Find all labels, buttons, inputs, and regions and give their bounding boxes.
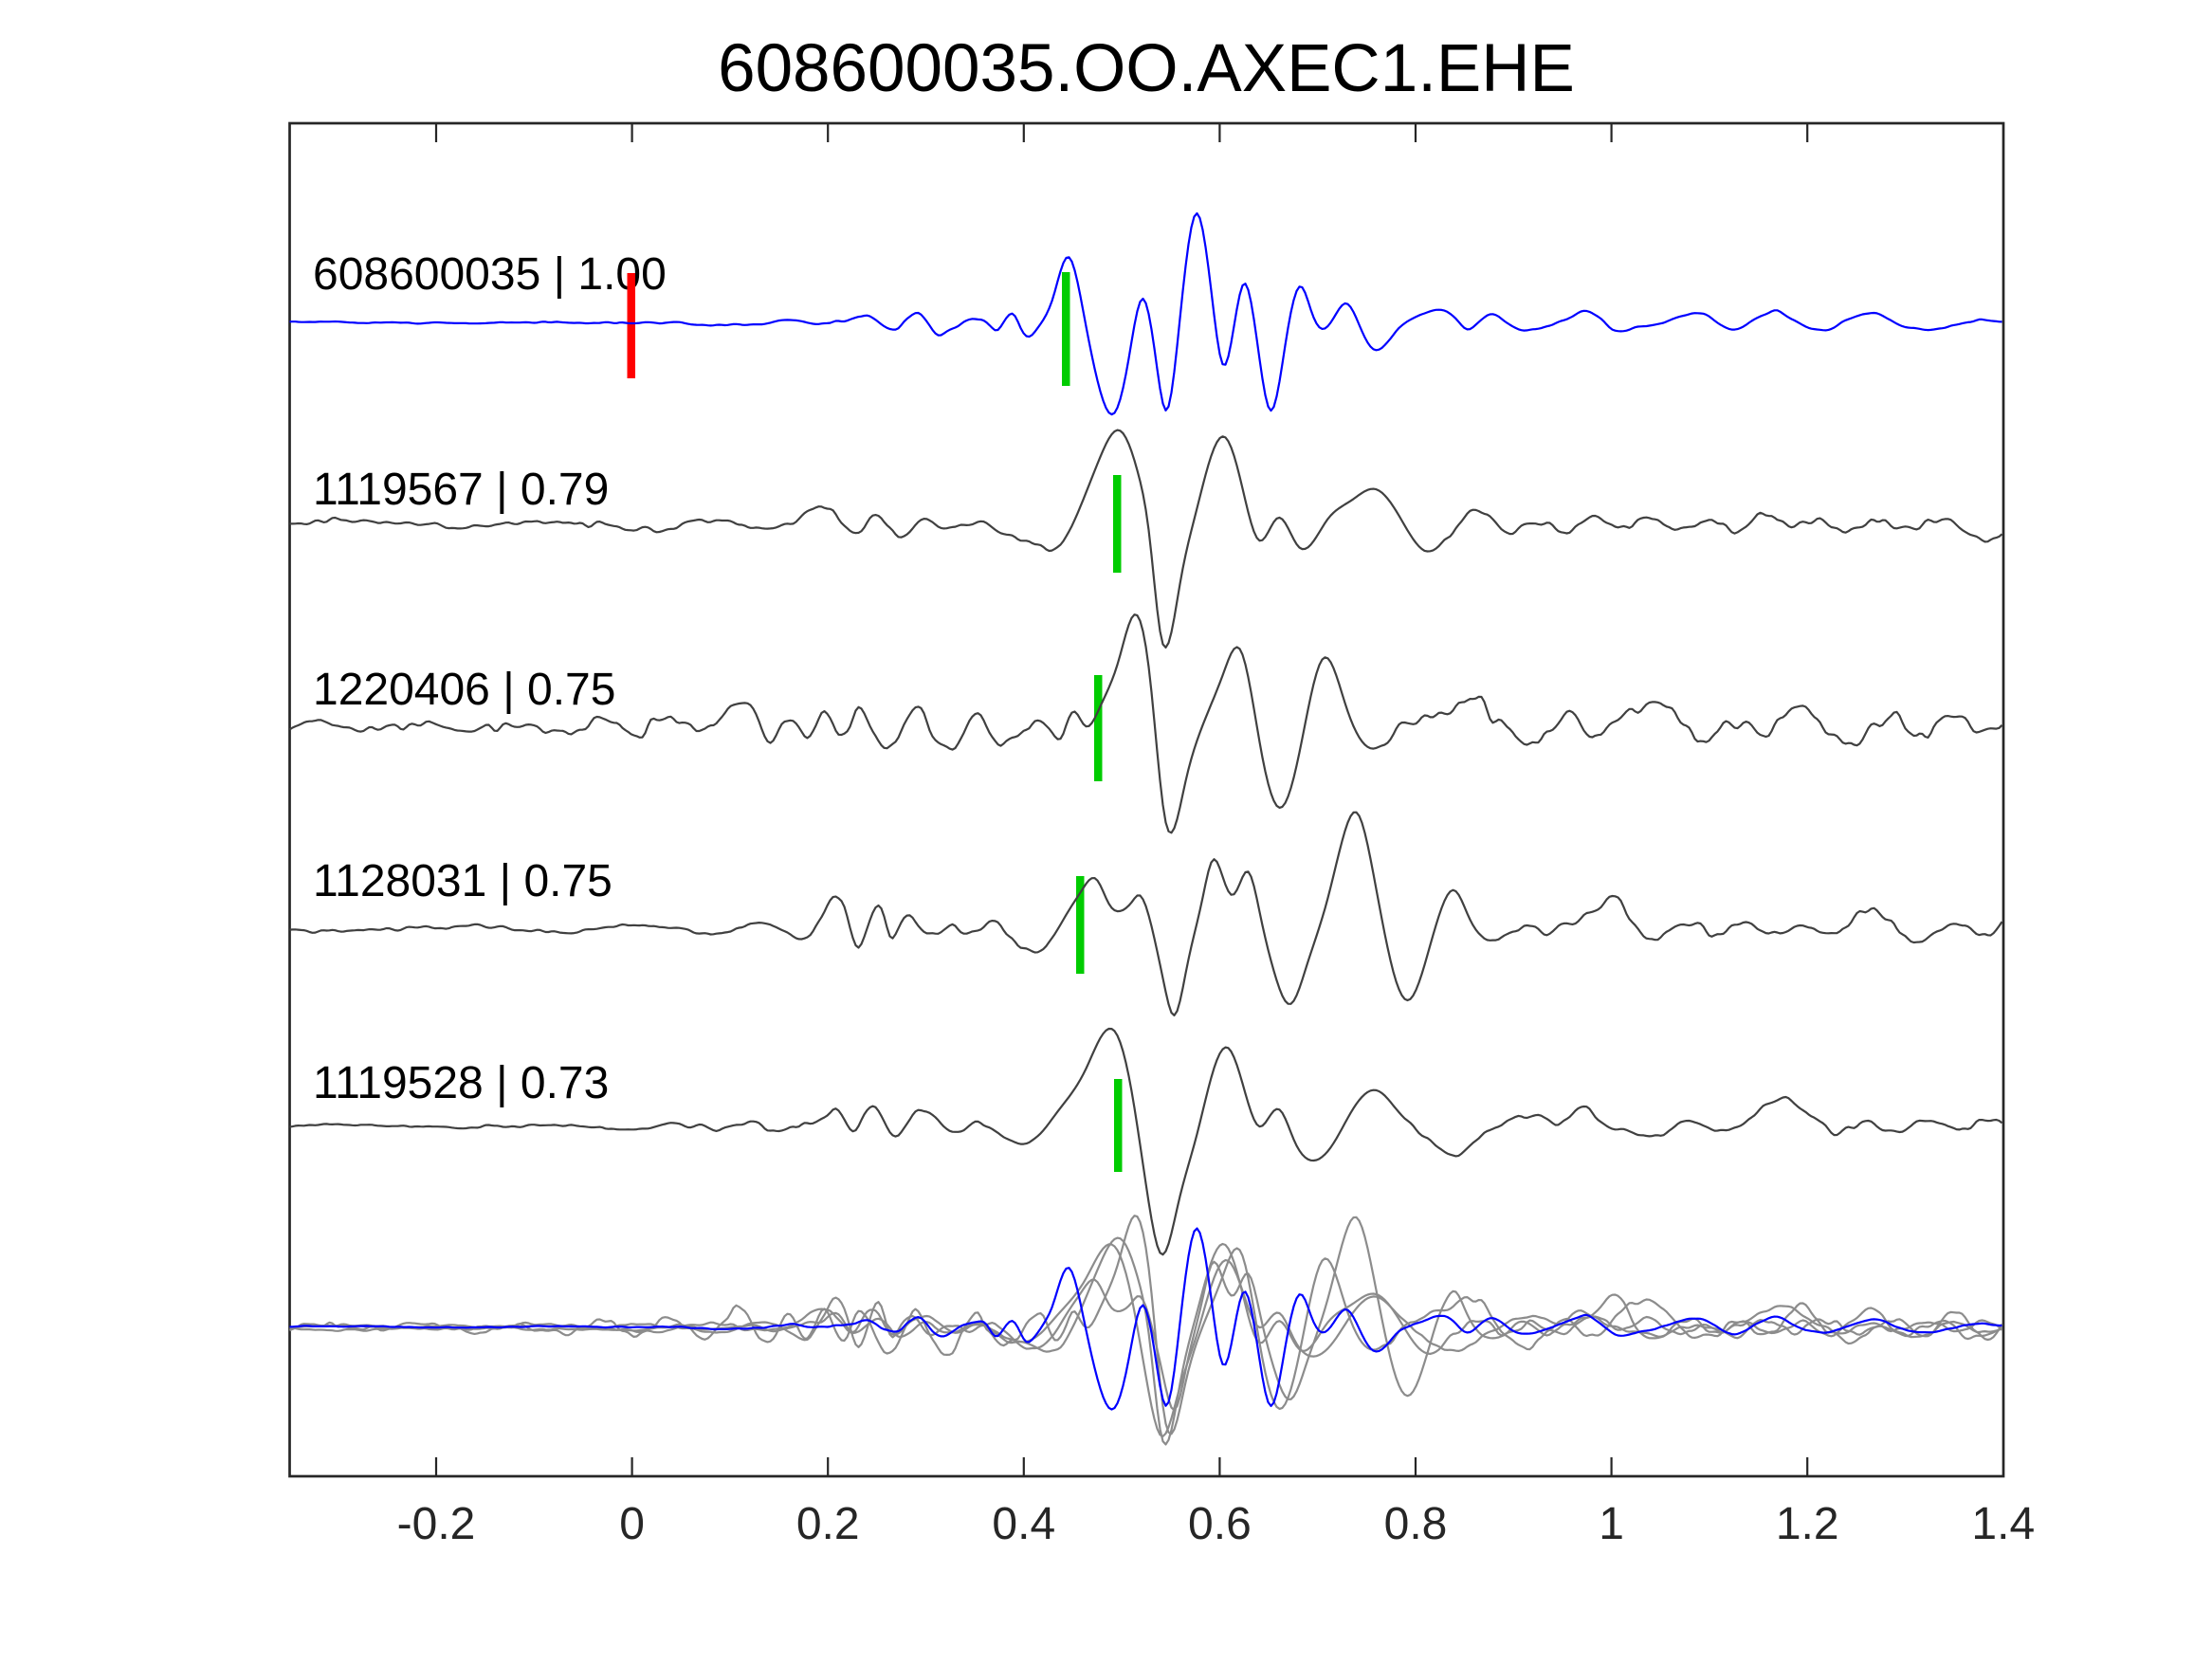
svg-text:1128031 | 0.75: 1128031 | 0.75 bbox=[313, 856, 612, 906]
svg-text:0.6: 0.6 bbox=[1188, 1499, 1252, 1549]
svg-text:1119567 | 0.79: 1119567 | 0.79 bbox=[313, 465, 609, 515]
svg-text:608600035.OO.AXEC1.EHE: 608600035.OO.AXEC1.EHE bbox=[718, 31, 1575, 106]
svg-text:1119528 | 0.73: 1119528 | 0.73 bbox=[313, 1058, 609, 1108]
svg-text:0: 0 bbox=[619, 1499, 645, 1549]
svg-text:0.4: 0.4 bbox=[992, 1499, 1055, 1549]
svg-text:1220406 | 0.75: 1220406 | 0.75 bbox=[313, 665, 615, 715]
svg-text:1: 1 bbox=[1599, 1499, 1624, 1549]
svg-text:0.2: 0.2 bbox=[796, 1499, 860, 1549]
svg-text:0.8: 0.8 bbox=[1384, 1499, 1448, 1549]
svg-text:1.2: 1.2 bbox=[1776, 1499, 1839, 1549]
svg-text:1.4: 1.4 bbox=[1971, 1499, 2035, 1549]
svg-text:-0.2: -0.2 bbox=[397, 1499, 476, 1549]
svg-text:608600035 | 1.00: 608600035 | 1.00 bbox=[313, 249, 667, 300]
